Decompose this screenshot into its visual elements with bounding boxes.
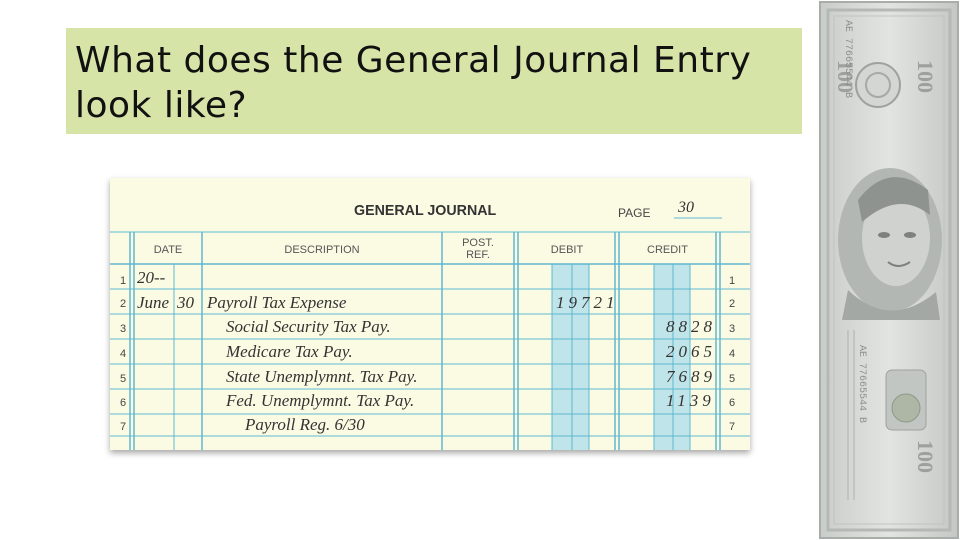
slide-title-box: What does the General Journal Entry look…: [66, 28, 802, 134]
header-post-ref-line-2: REF.: [466, 249, 490, 261]
row-number-left: 1: [119, 275, 127, 287]
row-number-right: 5: [728, 373, 736, 385]
entry-year: 20--: [137, 268, 166, 287]
row-number-right: 2: [728, 298, 736, 310]
bill-seal-icon: [891, 393, 921, 423]
header-debit: DEBIT: [550, 244, 584, 256]
bill-denomination: 100: [833, 60, 858, 93]
entry-debit-amount: 19721: [556, 293, 619, 312]
row-number-left: 6: [119, 397, 127, 409]
journal-title: GENERAL JOURNAL: [354, 202, 497, 219]
entry-credit-amount: 2065: [666, 342, 716, 361]
entry-description: Payroll Tax Expense: [207, 293, 347, 312]
entry-description: Fed. Unemplymnt. Tax Pay.: [226, 391, 415, 410]
entry-description: Social Security Tax Pay.: [226, 317, 391, 336]
entry-description: Medicare Tax Pay.: [226, 342, 353, 361]
hundred-dollar-bill-image: 100 100 100 AE 77665544 B AE 77665544 B: [819, 1, 959, 539]
row-number-left: 5: [119, 373, 127, 385]
entry-credit-amount: 1139: [666, 391, 715, 410]
row-number-left: 7: [119, 421, 127, 433]
bill-denomination: 100: [913, 440, 938, 473]
header-post-ref: POST. REF.: [442, 237, 514, 261]
journal-ruling: [110, 217, 750, 450]
header-credit: CREDIT: [647, 244, 688, 256]
row-number-right: 3: [728, 323, 736, 335]
page-number: 30: [678, 199, 694, 216]
entry-month: June: [137, 293, 170, 312]
page-label: PAGE: [618, 206, 651, 220]
entry-credit-amount: 8828: [666, 317, 716, 336]
portrait-image: [838, 168, 942, 320]
bill-serial: AE 77665544 B: [856, 345, 867, 423]
bill-denomination: 100: [913, 60, 938, 93]
row-number-right: 7: [728, 421, 736, 433]
entry-credit-amount: 7689: [666, 367, 716, 386]
bill-serial: AE 77665544 B: [842, 20, 853, 98]
credit-cents-shading: [654, 264, 690, 450]
slide-title: What does the General Journal Entry look…: [75, 38, 795, 128]
general-journal-form: GENERAL JOURNAL PAGE 30 DATE DESCRIPTION…: [110, 178, 750, 450]
entry-description: State Unemplymnt. Tax Pay.: [226, 367, 418, 386]
header-post-ref-line-1: POST.: [462, 237, 494, 249]
slide-title-line-1: What does the General Journal Entry: [75, 40, 752, 81]
row-number-left: 3: [119, 323, 127, 335]
header-date: DATE: [153, 244, 183, 256]
header-description: DESCRIPTION: [284, 244, 360, 256]
row-number-left: 2: [119, 298, 127, 310]
row-number-left: 4: [119, 348, 127, 360]
row-number-right: 6: [728, 397, 736, 409]
entry-day: 30: [177, 293, 194, 312]
slide-title-line-2: look like?: [75, 85, 248, 126]
row-number-right: 1: [728, 275, 736, 287]
debit-cents-shading: [552, 264, 589, 450]
entry-description: Payroll Reg. 6/30: [245, 415, 365, 434]
treasury-seal-icon: [855, 62, 901, 108]
row-number-right: 4: [728, 348, 736, 360]
